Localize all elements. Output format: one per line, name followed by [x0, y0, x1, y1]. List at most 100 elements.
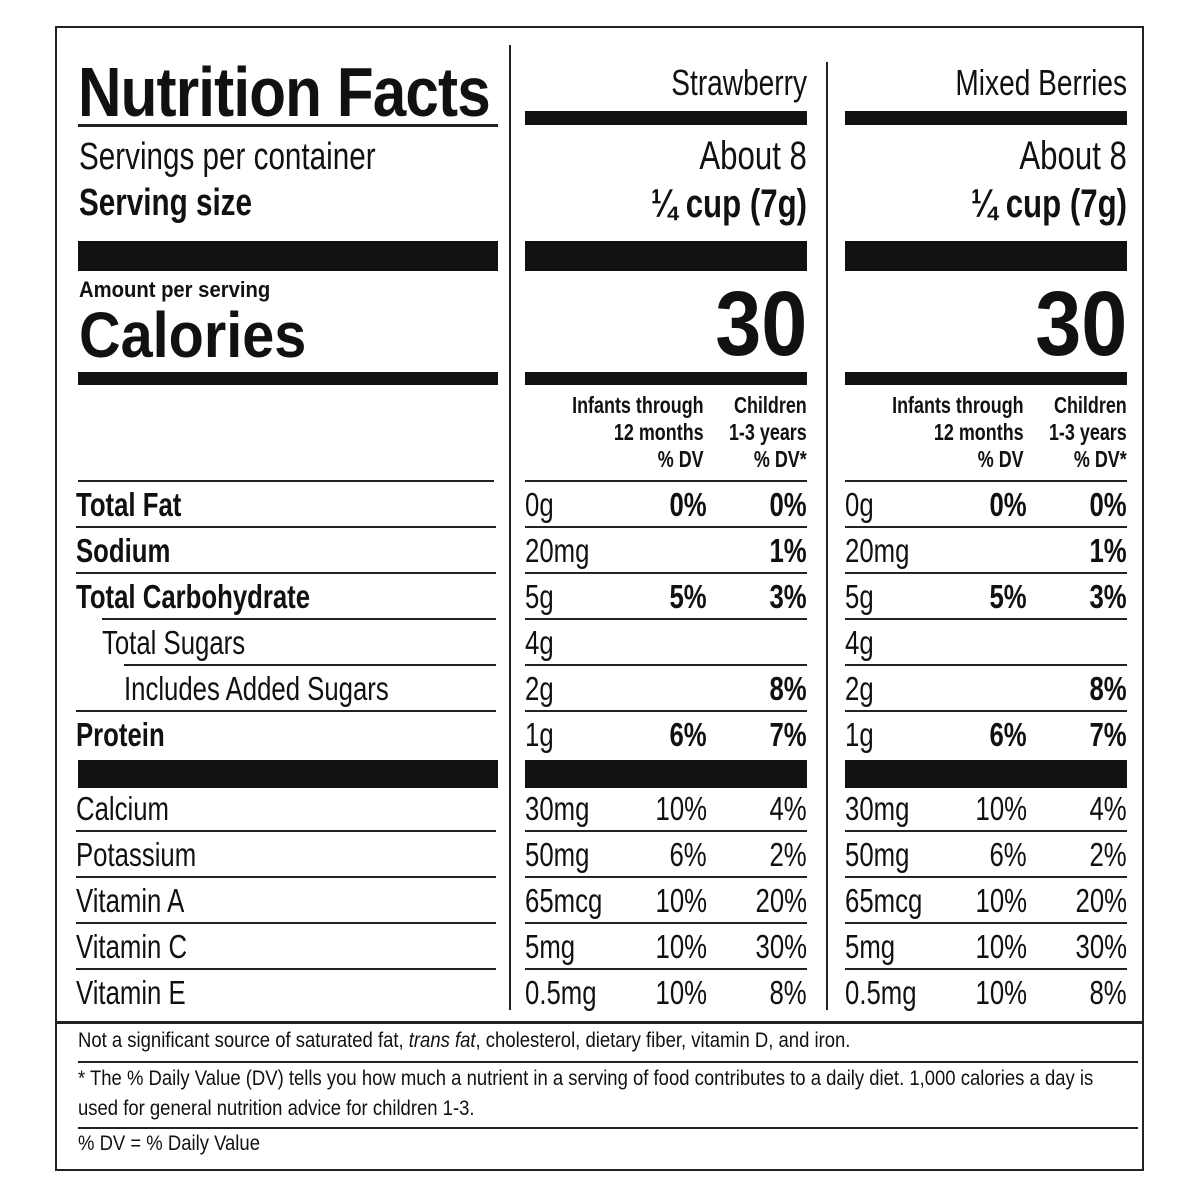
- product-name-wrap: Strawberry: [525, 62, 807, 104]
- nutrient-amount-wrap: 0.5mg: [845, 974, 937, 1012]
- nutrient-name-wrap: Total Fat: [76, 486, 211, 524]
- nutrient-amount: 1g: [845, 716, 874, 753]
- nutrient-amount-wrap: 4g: [845, 624, 882, 662]
- footnote-sources: Not a significant source of saturated fa…: [78, 1026, 1138, 1056]
- nutrient-dv-children: 20%: [755, 882, 807, 919]
- nutrient-dv-infants-wrap: 5%: [845, 578, 1027, 616]
- nutrient-amount: 1g: [525, 716, 554, 753]
- nutrient-amount-wrap: 1g: [845, 716, 882, 754]
- nutrient-dv-infants: 0%: [669, 486, 707, 523]
- nutrient-amount-wrap: 30mg: [525, 790, 608, 828]
- dv-header-children-text: Children 1-3 years % DV*: [1049, 392, 1127, 472]
- nutrient-amount-wrap: 5mg: [845, 928, 909, 966]
- vitamin-name: Vitamin E: [76, 974, 186, 1011]
- nutrient-amount: 2g: [845, 670, 874, 707]
- thick-divider: [845, 760, 1127, 788]
- nutrient-dv-children-wrap: [707, 624, 807, 662]
- nutrient-dv-children: 3%: [769, 578, 807, 615]
- label-title: Nutrition Facts: [78, 52, 557, 132]
- row-divider: [845, 968, 1127, 970]
- nutrient-amount: 5mg: [525, 928, 576, 965]
- thick-divider: [525, 372, 807, 385]
- nutrient-amount-wrap: 4g: [525, 624, 562, 662]
- nutrient-dv-infants: 6%: [669, 836, 707, 873]
- nutrient-dv-infants: 10%: [655, 974, 707, 1011]
- nutrient-amount-wrap: 0.5mg: [525, 974, 617, 1012]
- amount-per-serving-wrap: Amount per serving: [79, 276, 287, 303]
- nutrient-dv-children-wrap: 2%: [1027, 836, 1127, 874]
- thick-divider-left-2: [78, 372, 498, 385]
- row-divider: [845, 830, 1127, 832]
- product-name: Strawberry: [671, 62, 807, 103]
- nutrient-amount-wrap: 2g: [525, 670, 562, 708]
- nutrient-dv-infants-wrap: 10%: [525, 790, 707, 828]
- nutrient-dv-children-wrap: 1%: [1027, 532, 1127, 570]
- nutrient-dv-children-wrap: 20%: [707, 882, 807, 920]
- nutrient-dv-infants-wrap: 6%: [525, 716, 707, 754]
- nutrient-amount: 50mg: [845, 836, 910, 873]
- product-name-divider: [845, 111, 1127, 125]
- row-divider: [76, 526, 496, 528]
- row-divider: [525, 618, 807, 620]
- nutrient-dv-children-wrap: 8%: [707, 974, 807, 1012]
- nutrient-dv-infants: 5%: [669, 578, 707, 615]
- servings-value-wrap: About 8: [525, 134, 807, 179]
- nutrient-dv-children-wrap: 0%: [707, 486, 807, 524]
- product-name-wrap: Mixed Berries: [845, 62, 1127, 104]
- servings-label-wrap: Servings per container: [79, 136, 459, 179]
- nutrient-dv-children-wrap: 20%: [1027, 882, 1127, 920]
- dv-header-children: Children 1-3 years % DV*: [1027, 392, 1127, 473]
- nutrient-dv-infants-wrap: [525, 532, 707, 570]
- nutrient-amount-wrap: 20mg: [845, 532, 928, 570]
- nutrient-amount-wrap: 50mg: [525, 836, 608, 874]
- vitamin-name: Vitamin A: [76, 882, 185, 919]
- nutrient-amount: 20mg: [845, 532, 910, 569]
- label-title-text: Nutrition Facts: [78, 53, 491, 131]
- nutrient-dv-children: 4%: [1089, 790, 1127, 827]
- serving-size-value: ¼ cup (7g): [650, 182, 807, 226]
- nutrient-dv-children: 4%: [769, 790, 807, 827]
- nutrient-dv-children: 8%: [769, 974, 807, 1011]
- nutrient-dv-infants-wrap: 0%: [845, 486, 1027, 524]
- nutrient-amount-wrap: 5g: [525, 578, 562, 616]
- nutrient-amount: 4g: [845, 624, 874, 661]
- calories-label-wrap: Calories: [79, 298, 332, 372]
- vitamin-name: Potassium: [76, 836, 197, 873]
- nutrient-dv-children: 30%: [755, 928, 807, 965]
- row-divider: [76, 830, 496, 832]
- dv-header-children-text: Children 1-3 years % DV*: [729, 392, 807, 472]
- nutrient-dv-infants-wrap: 10%: [525, 882, 707, 920]
- row-divider: [845, 922, 1127, 924]
- calories-label: Calories: [79, 299, 307, 371]
- nutrient-dv-infants-wrap: 10%: [525, 974, 707, 1012]
- nutrient-dv-infants: 5%: [989, 578, 1027, 615]
- row-divider: [525, 968, 807, 970]
- nutrient-dv-infants: 10%: [975, 928, 1027, 965]
- row-divider: [845, 876, 1127, 878]
- nutrient-amount: 30mg: [845, 790, 910, 827]
- nutrient-dv-children-wrap: 1%: [707, 532, 807, 570]
- nutrient-amount-wrap: 0g: [525, 486, 562, 524]
- nutrient-name-wrap: Includes Added Sugars: [124, 670, 463, 708]
- nutrient-amount: 2g: [525, 670, 554, 707]
- nutrient-dv-infants-wrap: 6%: [845, 716, 1027, 754]
- nutrient-name: Includes Added Sugars: [124, 670, 389, 707]
- nutrient-dv-children: 2%: [769, 836, 807, 873]
- nutrient-amount-wrap: 20mg: [525, 532, 608, 570]
- nutrient-dv-infants: 10%: [975, 882, 1027, 919]
- nutrient-name-wrap: Total Carbohydrate: [76, 578, 376, 616]
- nutrient-dv-infants-wrap: [845, 532, 1027, 570]
- nutrient-dv-children-wrap: 4%: [1027, 790, 1127, 828]
- nutrient-dv-children: 7%: [1089, 716, 1127, 753]
- footer-divider: [57, 1021, 1142, 1024]
- nutrient-amount-wrap: 30mg: [845, 790, 928, 828]
- row-divider: [525, 526, 807, 528]
- serving-size-value: ¼ cup (7g): [970, 182, 1127, 226]
- nutrient-amount: 65mcg: [845, 882, 923, 919]
- serving-size-label: Serving size: [79, 182, 252, 224]
- nutrient-dv-infants-wrap: 10%: [845, 928, 1027, 966]
- nutrient-amount: 0.5mg: [525, 974, 597, 1011]
- nutrient-dv-children: 8%: [1089, 670, 1127, 707]
- serving-size-label-wrap: Serving size: [79, 182, 301, 225]
- nutrient-dv-infants-wrap: 10%: [845, 790, 1027, 828]
